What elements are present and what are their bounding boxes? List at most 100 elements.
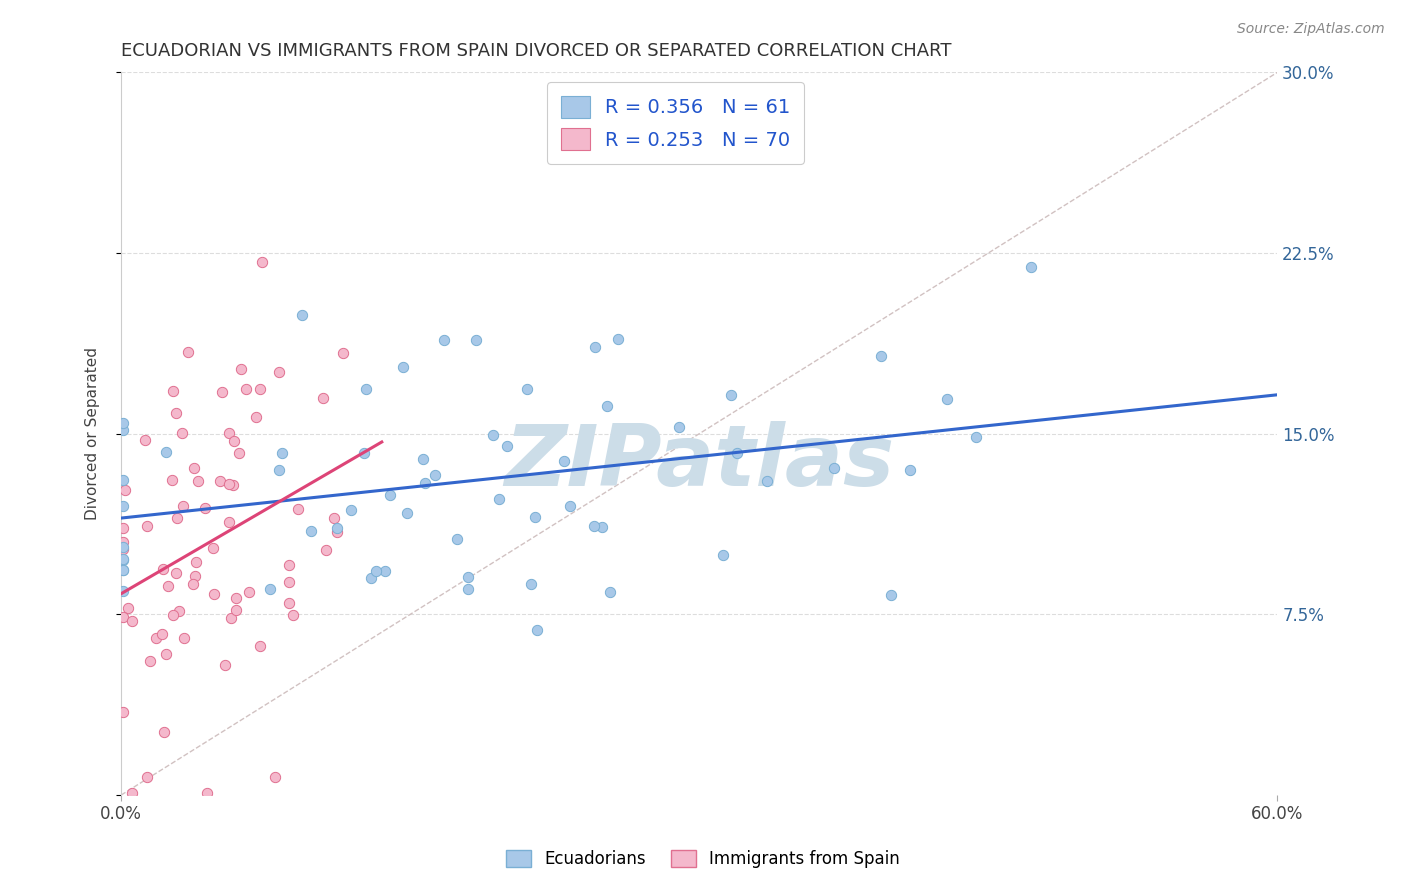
Point (183, 460, 205, 475)
Point (396, 506, 419, 520)
Point (112, 535, 135, 549)
Point (360, 571, 382, 585)
Point (202, 587, 225, 601)
Text: Source: ZipAtlas.com: Source: ZipAtlas.com (1237, 22, 1385, 37)
Point (155, 647, 177, 661)
Point (465, 333, 488, 347)
Point (423, 468, 446, 483)
Point (245, 410, 267, 425)
Point (332, 346, 354, 360)
Point (380, 488, 402, 502)
Point (524, 510, 547, 524)
Point (166, 511, 188, 525)
Point (249, 639, 271, 653)
Point (238, 585, 260, 599)
Point (252, 255, 274, 269)
Point (281, 607, 304, 622)
Legend: Ecuadorians, Immigrants from Spain: Ecuadorians, Immigrants from Spain (499, 843, 907, 875)
Point (121, 614, 143, 628)
Y-axis label: Divorced or Separated: Divorced or Separated (86, 347, 100, 520)
Point (1019, 260, 1042, 274)
Point (112, 424, 135, 438)
Point (278, 596, 301, 610)
Point (112, 584, 135, 599)
Point (596, 399, 619, 413)
Point (323, 511, 346, 525)
Point (287, 501, 309, 516)
Point (112, 563, 135, 577)
Point (935, 392, 957, 406)
Point (135, 770, 157, 784)
Point (139, 654, 162, 668)
Point (112, 706, 135, 720)
Point (520, 577, 543, 591)
Point (222, 477, 245, 491)
Point (391, 359, 413, 374)
Point (152, 562, 174, 576)
Point (583, 340, 606, 354)
Point (725, 446, 748, 460)
Point (218, 477, 240, 491)
Point (224, 434, 246, 448)
Point (277, 575, 299, 590)
Point (208, 474, 231, 488)
Point (591, 520, 613, 534)
Point (264, 770, 287, 784)
Point (356, 382, 378, 396)
Point (112, 551, 135, 566)
Point (172, 499, 194, 513)
Point (235, 383, 257, 397)
Point (599, 584, 621, 599)
Point (720, 388, 742, 402)
Point (315, 543, 337, 558)
Point (553, 454, 575, 468)
Point (446, 532, 468, 546)
Point (114, 483, 136, 498)
Point (201, 541, 224, 556)
Point (112, 563, 135, 577)
Point (152, 725, 174, 739)
Point (488, 492, 510, 507)
Point (325, 524, 347, 539)
Point (187, 474, 209, 488)
Point (278, 558, 301, 573)
Point (221, 611, 243, 625)
Point (228, 446, 250, 460)
Point (162, 384, 184, 398)
Point (165, 406, 187, 420)
Point (177, 345, 200, 359)
Point (325, 521, 347, 535)
Point (607, 332, 630, 346)
Point (194, 500, 217, 515)
Point (112, 542, 135, 557)
Point (516, 382, 538, 396)
Point (218, 516, 240, 530)
Point (166, 566, 188, 580)
Point (112, 417, 135, 431)
Point (526, 623, 548, 637)
Point (169, 604, 191, 618)
Point (482, 428, 505, 442)
Point (353, 446, 375, 460)
Point (900, 462, 922, 476)
Point (711, 548, 734, 562)
Point (170, 425, 193, 440)
Point (186, 555, 208, 569)
Point (259, 582, 281, 596)
Point (231, 362, 253, 376)
Point (162, 473, 184, 487)
Point (457, 569, 479, 583)
Point (823, 461, 845, 475)
Point (112, 540, 135, 554)
Point (582, 518, 605, 533)
Point (225, 603, 247, 617)
Point (312, 392, 335, 406)
Point (374, 565, 396, 579)
Point (249, 382, 271, 396)
Point (870, 350, 893, 364)
Point (225, 591, 247, 605)
Text: ZIPatlas: ZIPatlas (505, 421, 894, 504)
Point (433, 334, 456, 348)
Point (152, 627, 174, 641)
Point (218, 425, 240, 440)
